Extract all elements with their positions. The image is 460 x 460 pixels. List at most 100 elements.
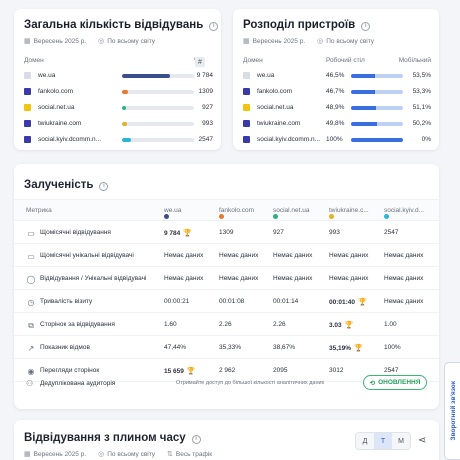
- metric-value: 2.26: [219, 321, 232, 328]
- desktop-share-fill: [351, 122, 377, 126]
- info-icon[interactable]: i: [191, 434, 201, 444]
- calendar-icon: ▦: [24, 451, 31, 458]
- device-split-bar: [351, 90, 403, 94]
- metric-value: 35,19% 🏆: [329, 345, 363, 352]
- table-row[interactable]: social.kyiv.dcomm.n... 100% 0%: [243, 133, 431, 147]
- site-favicon-icon: [243, 136, 250, 143]
- share-bar-fill: [122, 90, 129, 94]
- metric-value: 2095: [273, 367, 288, 374]
- metric-value: 1309: [219, 229, 234, 236]
- metric-label: Сторінок за відвідування: [40, 321, 115, 328]
- metric-value: 3.03 🏆: [329, 322, 354, 329]
- desktop-value: 48,9%: [326, 104, 345, 111]
- metric-value: Немає даних: [384, 298, 424, 305]
- metric-icon: ⧉: [28, 321, 34, 330]
- globe-icon: ◎: [98, 451, 105, 458]
- share-bar: [122, 122, 194, 126]
- table-header: Домен %: [24, 57, 200, 64]
- share-bar: [122, 90, 194, 94]
- metric-value: 9 784 🏆: [164, 230, 192, 237]
- card-title: Загальна кількість відвідувань i: [24, 19, 219, 31]
- traffic-icon: ⇅: [167, 451, 173, 458]
- metric-value: 3012: [329, 367, 344, 374]
- mobile-share-fill: [375, 74, 403, 78]
- domain-name[interactable]: fankolo.com: [38, 88, 74, 95]
- site-favicon-icon: [243, 120, 250, 127]
- upgrade-button[interactable]: ⟲ ОНОВЛЕННЯ: [363, 375, 427, 390]
- table-row: ▭ Щомісячні відвідування 9 784 🏆 1309 927 993 2…: [14, 221, 439, 244]
- metric-icon: ◯: [26, 275, 36, 284]
- info-icon[interactable]: i: [209, 21, 219, 31]
- site-color-dot: [384, 214, 389, 219]
- domain-name[interactable]: we.ua: [257, 72, 275, 79]
- domain-name[interactable]: social.kyiv.dcomm.n...: [257, 136, 321, 143]
- table-row: ◷ Тривалість візиту 00:00:21 00:01:08 00:01:…: [14, 290, 439, 313]
- table-row[interactable]: fankolo.com 1309: [24, 85, 213, 99]
- metric-icon: ▭: [27, 252, 35, 261]
- trophy-icon: 🏆: [186, 368, 196, 375]
- desktop-value: 49,8%: [326, 120, 345, 127]
- table-row[interactable]: social.net.ua 927: [24, 101, 213, 115]
- desktop-share-fill: [351, 106, 377, 110]
- metric-label: Перегляди сторінок: [40, 367, 100, 374]
- metric-value: 2 962: [219, 367, 236, 374]
- table-row[interactable]: twiukraine.com 993: [24, 117, 213, 131]
- table-row[interactable]: we.ua 46,5% 53,5%: [243, 69, 431, 83]
- share-bar-fill: [122, 74, 170, 78]
- share-bar-fill: [122, 122, 128, 126]
- table-row: ◯ Відвідування / Унікальні відвідувачі Нем…: [14, 267, 439, 290]
- visits-value: 9 784: [196, 72, 213, 79]
- metric-label: Відвідування / Унікальні відвідувачі: [40, 275, 147, 282]
- device-split-bar: [351, 138, 403, 142]
- metric-value: Немає даних: [219, 275, 259, 282]
- mobile-value: 51,1%: [412, 104, 431, 111]
- domain-name[interactable]: we.ua: [38, 72, 56, 79]
- globe-icon: ◎: [98, 38, 105, 45]
- metric-value: 35,33%: [219, 344, 242, 351]
- metric-value: Немає даних: [384, 275, 424, 282]
- mobile-value: 53,5%: [412, 72, 431, 79]
- card-title: Розподіл пристроїв i: [243, 19, 371, 31]
- info-icon[interactable]: i: [99, 181, 109, 191]
- visits-value: 1309: [198, 88, 213, 95]
- table-header: Метрика we.ua fankolo.com social.net.ua twi…: [14, 199, 439, 221]
- share-bar: [122, 106, 194, 110]
- granularity-option[interactable]: Т: [374, 433, 392, 449]
- table-row[interactable]: social.kyiv.dcomm.n... 2547: [24, 133, 213, 147]
- share-icon[interactable]: ⋖: [418, 435, 427, 446]
- table-row[interactable]: twiukraine.com 49,8% 50,2%: [243, 117, 431, 131]
- site-color-dot: [273, 214, 278, 219]
- domain-name[interactable]: social.net.ua: [257, 104, 294, 111]
- site-favicon-icon: [24, 72, 31, 79]
- domain-name[interactable]: twiukraine.com: [38, 120, 82, 127]
- site-column-header: fankolo.com: [219, 207, 254, 219]
- granularity-option[interactable]: Д: [356, 433, 374, 449]
- share-bar: [122, 138, 194, 142]
- site-color-dot: [219, 214, 224, 219]
- sort-icon[interactable]: #: [195, 57, 205, 67]
- metric-value: 993: [329, 229, 340, 236]
- domain-name[interactable]: social.net.ua: [38, 104, 75, 111]
- metric-value: Немає даних: [273, 252, 313, 259]
- granularity-option[interactable]: М: [392, 433, 410, 449]
- site-color-dot: [329, 214, 334, 219]
- domain-name[interactable]: fankolo.com: [257, 88, 293, 95]
- metric-value: Немає даних: [164, 275, 204, 282]
- card-title: Відвідування з плином часу i: [24, 432, 201, 444]
- metric-value: Немає даних: [164, 252, 204, 259]
- metric-icon: ◷: [27, 298, 35, 307]
- site-favicon-icon: [24, 88, 31, 95]
- table-row[interactable]: fankolo.com 46,7% 53,3%: [243, 85, 431, 99]
- metric-value: Немає даних: [273, 275, 313, 282]
- table-row[interactable]: social.net.ua 48,9% 51,1%: [243, 101, 431, 115]
- feedback-tab[interactable]: Зворотний зв'язок: [444, 362, 460, 460]
- info-icon[interactable]: i: [361, 21, 371, 31]
- table-row[interactable]: we.ua 9 784: [24, 69, 213, 83]
- metric-value: 00:01:14: [273, 298, 299, 305]
- metric-value: 00:01:08: [219, 298, 245, 305]
- metric-icon: ▭: [27, 229, 35, 238]
- metric-value: 38,67%: [273, 344, 296, 351]
- domain-name[interactable]: twiukraine.com: [257, 120, 301, 127]
- domain-name[interactable]: social.kyiv.dcomm.n...: [38, 136, 102, 143]
- desktop-value: 46,7%: [326, 88, 345, 95]
